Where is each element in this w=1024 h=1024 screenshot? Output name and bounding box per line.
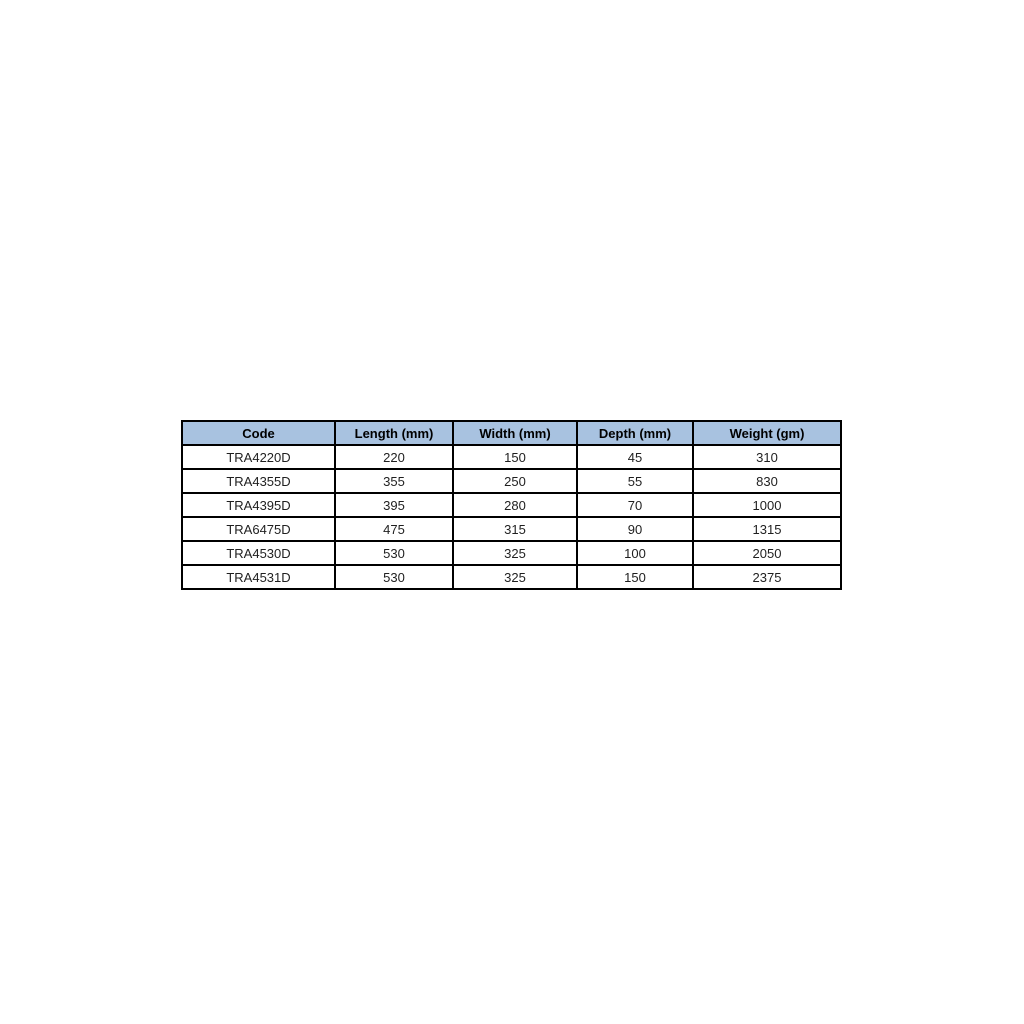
cell-weight: 2050 — [692, 540, 842, 566]
cell-weight: 1315 — [692, 516, 842, 542]
column-header-width: Width (mm) — [452, 420, 578, 446]
table-row: TRA4395D 395 280 70 1000 — [181, 492, 842, 518]
table-row: TRA4530D 530 325 100 2050 — [181, 540, 842, 566]
product-spec-table: Code Length (mm) Width (mm) Depth (mm) Weigh… — [181, 420, 842, 590]
cell-depth: 45 — [576, 444, 694, 470]
cell-depth: 55 — [576, 468, 694, 494]
product-spec-table-container: Code Length (mm) Width (mm) Depth (mm) Weigh… — [181, 420, 842, 590]
cell-width: 325 — [452, 564, 578, 590]
cell-width: 280 — [452, 492, 578, 518]
cell-weight: 2375 — [692, 564, 842, 590]
cell-length: 530 — [334, 540, 454, 566]
cell-width: 325 — [452, 540, 578, 566]
cell-length: 220 — [334, 444, 454, 470]
table-row: TRA6475D 475 315 90 1315 — [181, 516, 842, 542]
table-row: TRA4355D 355 250 55 830 — [181, 468, 842, 494]
cell-weight: 830 — [692, 468, 842, 494]
cell-depth: 150 — [576, 564, 694, 590]
cell-length: 395 — [334, 492, 454, 518]
table-row: TRA4220D 220 150 45 310 — [181, 444, 842, 470]
cell-depth: 70 — [576, 492, 694, 518]
cell-code: TRA4531D — [181, 564, 336, 590]
column-header-length: Length (mm) — [334, 420, 454, 446]
cell-weight: 310 — [692, 444, 842, 470]
cell-code: TRA4220D — [181, 444, 336, 470]
cell-code: TRA4395D — [181, 492, 336, 518]
cell-length: 475 — [334, 516, 454, 542]
table-row: TRA4531D 530 325 150 2375 — [181, 564, 842, 590]
cell-width: 250 — [452, 468, 578, 494]
column-header-code: Code — [181, 420, 336, 446]
column-header-depth: Depth (mm) — [576, 420, 694, 446]
cell-code: TRA6475D — [181, 516, 336, 542]
cell-width: 150 — [452, 444, 578, 470]
column-header-weight: Weight (gm) — [692, 420, 842, 446]
cell-code: TRA4355D — [181, 468, 336, 494]
cell-length: 355 — [334, 468, 454, 494]
table-header-row: Code Length (mm) Width (mm) Depth (mm) Weigh… — [181, 420, 842, 446]
cell-length: 530 — [334, 564, 454, 590]
cell-depth: 90 — [576, 516, 694, 542]
cell-width: 315 — [452, 516, 578, 542]
cell-depth: 100 — [576, 540, 694, 566]
cell-weight: 1000 — [692, 492, 842, 518]
cell-code: TRA4530D — [181, 540, 336, 566]
